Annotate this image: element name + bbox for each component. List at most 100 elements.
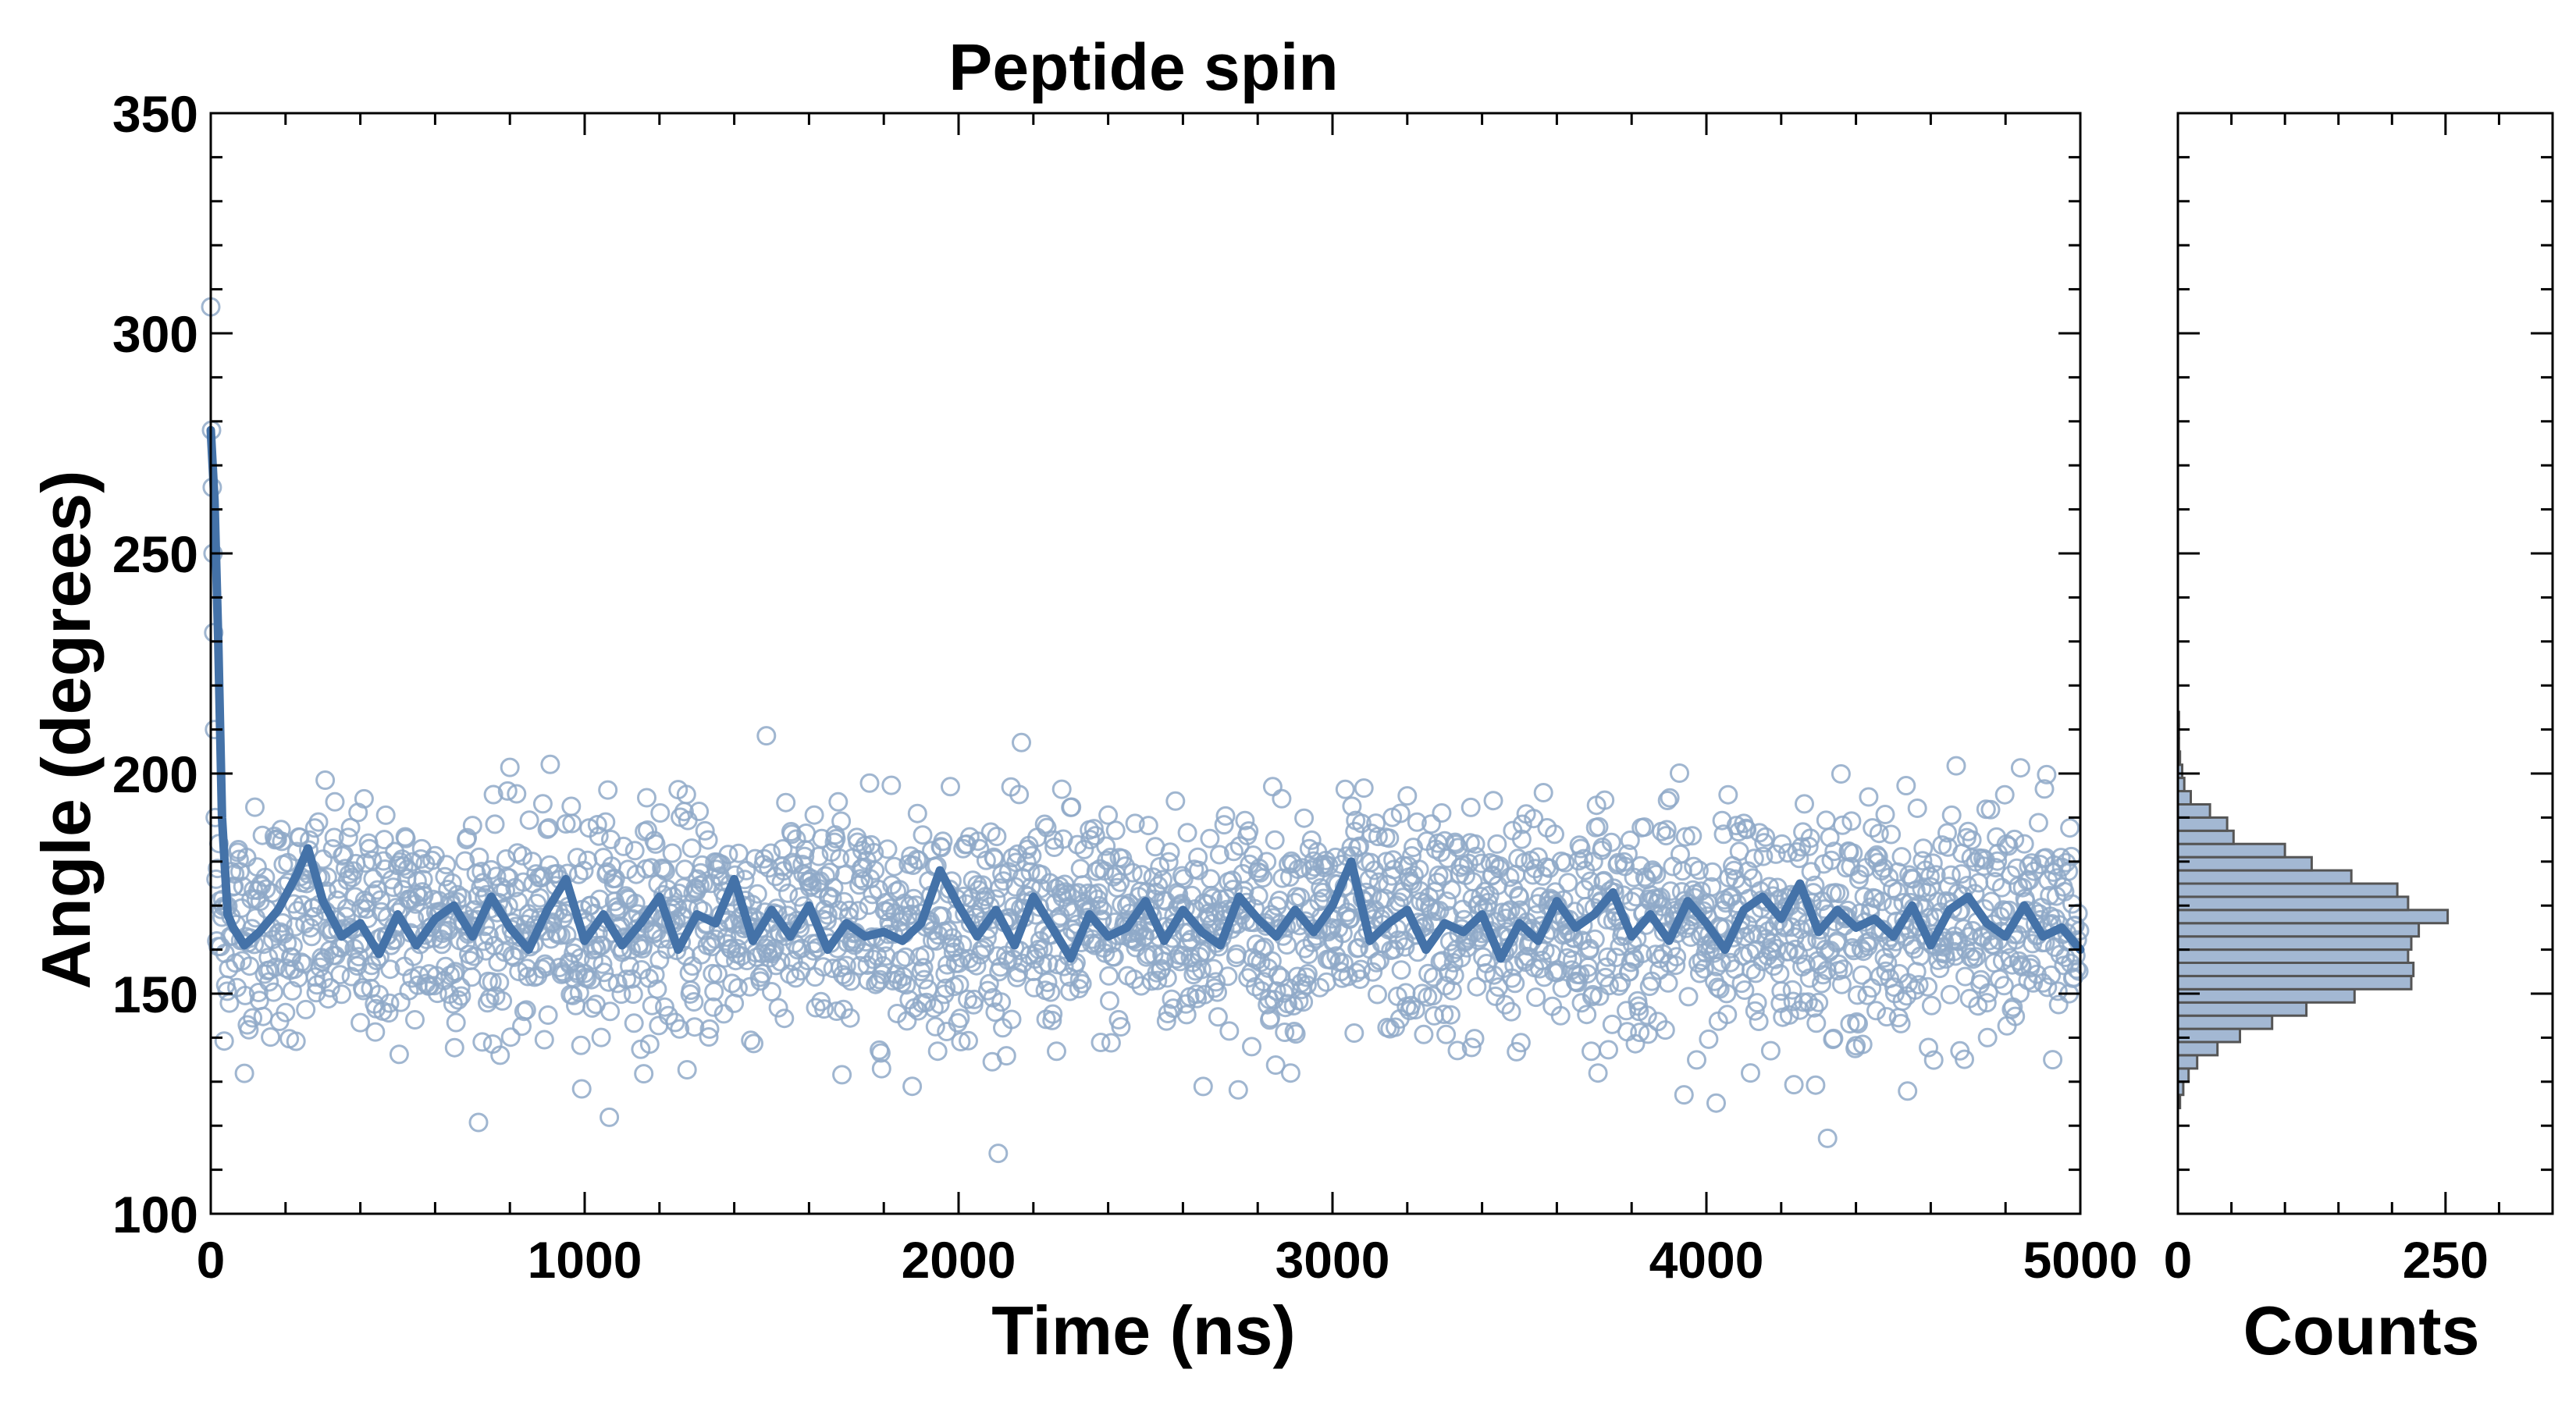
scatter-point — [1299, 838, 1319, 859]
scatter-point — [1798, 992, 1818, 1012]
scatter-point — [214, 1031, 234, 1051]
scatter-point — [1756, 827, 1776, 847]
scatter-point — [1214, 815, 1234, 835]
scatter-point — [1351, 813, 1372, 834]
scatter-point — [774, 1008, 795, 1029]
scatter-point — [935, 964, 955, 984]
scatter-point — [1905, 980, 1925, 1000]
scatter-point — [483, 784, 503, 805]
scatter-point — [1465, 834, 1485, 854]
hist-x-tick-label: 0 — [2164, 1231, 2193, 1289]
histogram-bar — [2176, 962, 2415, 977]
scatter-point — [591, 1027, 611, 1048]
scatter-point — [823, 959, 843, 979]
scatter-point — [1589, 986, 1610, 1006]
scatter-point — [1601, 832, 1621, 852]
scatter-point — [1275, 1023, 1295, 1042]
scatter-point — [1290, 887, 1311, 908]
y-tick-label: 150 — [112, 966, 198, 1023]
scatter-point — [1799, 836, 1819, 856]
scatter-point — [952, 948, 972, 968]
scatter-point — [490, 1045, 511, 1065]
scatter-point — [731, 946, 752, 966]
scatter-point — [1687, 1050, 1706, 1070]
histogram-bar — [2176, 869, 2353, 885]
scatter-point — [1042, 1010, 1062, 1030]
scatter-point — [330, 965, 350, 985]
scatter-point — [1526, 987, 1546, 1008]
scatter-point — [1994, 976, 2014, 996]
scatter-point — [1724, 860, 1744, 880]
scatter-point — [1188, 847, 1208, 867]
scatter-point — [532, 794, 553, 814]
x-tick-label: 5000 — [2023, 1231, 2138, 1289]
scatter-point — [1363, 962, 1383, 982]
scatter-point — [1384, 859, 1404, 880]
histogram-bar — [2176, 1027, 2241, 1044]
scatter-point — [325, 791, 345, 812]
scatter-point — [1747, 993, 1767, 1013]
scatter-point — [1848, 1014, 1868, 1034]
histogram-bar — [2176, 842, 2286, 859]
scatter-point — [1745, 1001, 1765, 1021]
scatter-point — [979, 973, 999, 994]
scatter-point — [446, 1012, 466, 1033]
histogram-bar — [2176, 829, 2235, 845]
scatter-point — [462, 816, 482, 836]
scatter-point — [1805, 875, 1825, 895]
scatter-point — [677, 1060, 697, 1080]
scatter-point — [1442, 980, 1462, 1001]
scatter-point — [987, 827, 1007, 847]
scatter-point — [359, 838, 379, 859]
scatter-point — [1854, 887, 1874, 907]
scatter-point — [706, 929, 726, 949]
scatter-point — [782, 852, 802, 873]
scatter-point — [1718, 784, 1738, 805]
scatter-point — [1252, 939, 1272, 959]
scatter-point — [1074, 839, 1094, 859]
scatter-point — [1682, 826, 1703, 846]
scatter-point — [1138, 816, 1158, 836]
histogram-bar — [2176, 790, 2192, 806]
scatter-point — [500, 757, 520, 777]
scatter-point — [654, 859, 674, 879]
scatter-point — [1405, 1000, 1425, 1020]
scatter-point — [436, 855, 457, 875]
scatter-point — [1158, 852, 1179, 872]
scatter-point — [970, 838, 990, 859]
scatter-point — [405, 1010, 425, 1030]
histogram-bar — [2176, 974, 2413, 991]
scatter-point — [271, 820, 291, 840]
scatter-point — [1294, 808, 1315, 828]
scatter-point — [812, 828, 832, 848]
scatter-point — [1753, 846, 1774, 866]
scatter-point — [988, 1144, 1009, 1164]
scatter-point — [699, 1019, 720, 1039]
scatter-point — [1829, 954, 1849, 974]
histogram-bar — [2176, 909, 2450, 925]
scatter-point — [455, 851, 475, 871]
y-tick-label: 300 — [112, 305, 198, 363]
scatter-point — [646, 834, 666, 854]
scatter-point — [1446, 834, 1466, 855]
scatter-point — [571, 1079, 592, 1099]
scatter-point — [896, 975, 916, 995]
scatter-point — [1421, 814, 1441, 834]
scatter-point — [1637, 1005, 1657, 1026]
scatter-point — [1368, 984, 1387, 1005]
scatter-point — [1200, 828, 1220, 848]
scatter-point — [1643, 863, 1663, 883]
scatter-point — [354, 788, 374, 809]
scatter-point — [1009, 784, 1030, 805]
scatter-point — [962, 870, 983, 891]
scatter-point — [1191, 959, 1212, 980]
scatter-point — [1388, 930, 1408, 950]
scatter-point — [1688, 860, 1709, 880]
scatter-point — [592, 954, 613, 974]
scatter-point — [1869, 823, 1889, 844]
scatter-point — [1782, 980, 1802, 1000]
scatter-point — [379, 993, 400, 1013]
scatter-point — [1891, 847, 1912, 867]
scatter-point — [574, 860, 594, 880]
